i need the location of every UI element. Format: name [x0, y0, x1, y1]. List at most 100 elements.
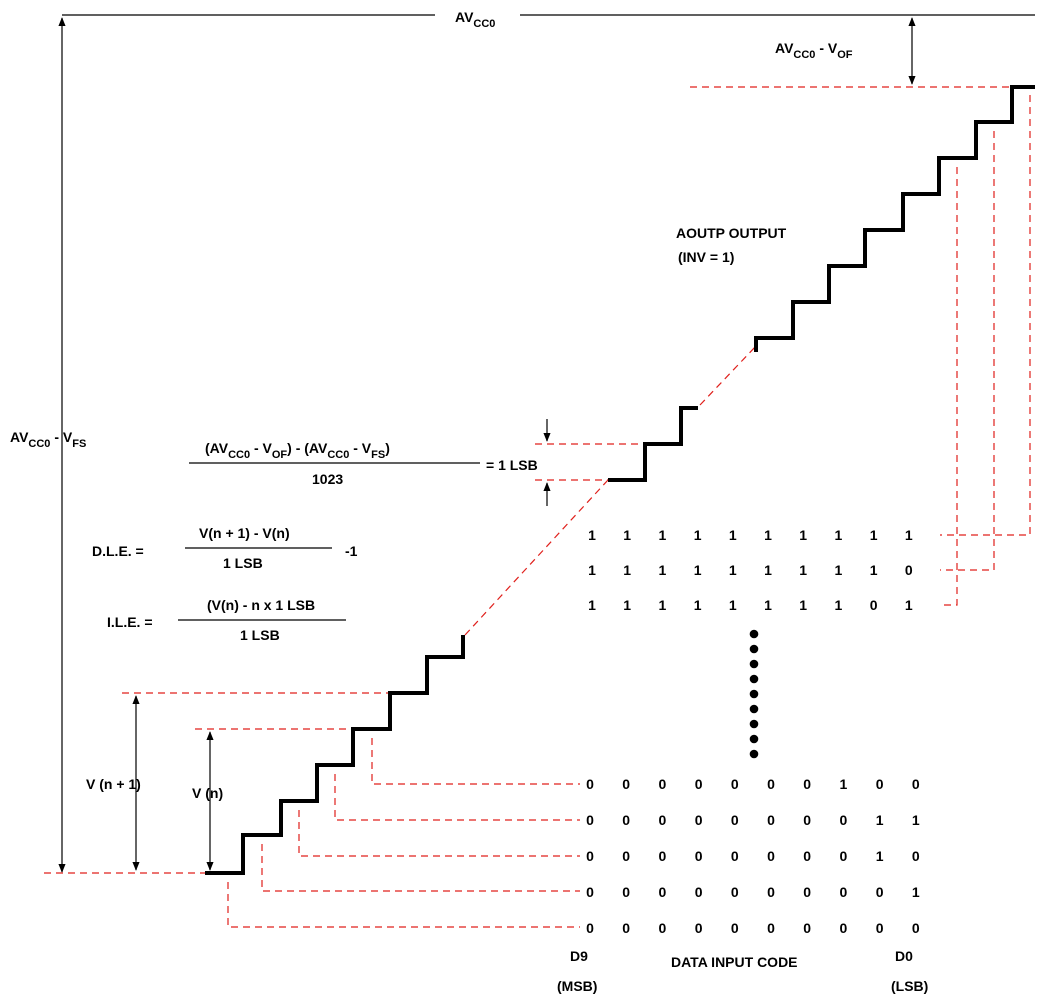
code-bit: 0: [731, 884, 739, 900]
code-bit: 0: [912, 920, 920, 936]
data-input-code-label: DATA INPUT CODE: [671, 954, 798, 970]
code-bit: 1: [799, 562, 807, 578]
code-bit: 1: [694, 527, 702, 543]
code-bit: 0: [695, 848, 703, 864]
code-bit: 1: [659, 562, 667, 578]
code-bit: 1: [870, 562, 878, 578]
code-bit: 0: [659, 776, 667, 792]
code-bit: 0: [586, 848, 594, 864]
code-bit: 0: [840, 812, 848, 828]
code-bit: 0: [659, 920, 667, 936]
code-bit: 1: [912, 812, 920, 828]
code-connector-bottom-row-2: [334, 774, 580, 821]
code-bit: 0: [659, 884, 667, 900]
code-bit: 1: [623, 597, 631, 613]
d0-label: D0: [895, 948, 913, 964]
code-bit: 1: [729, 527, 737, 543]
avcc0-vof-label: AVCC0 - VOF: [775, 40, 853, 61]
code-connector-bottom-row-5: [227, 882, 580, 928]
code-bit: 0: [870, 597, 878, 613]
code-bit: 1: [588, 562, 596, 578]
code-bit: 1: [623, 527, 631, 543]
code-bit: 1: [835, 527, 843, 543]
data-input-codes-top: 1 1 1 1 1 1 1 1 1 1 1 1 1 1 1 1 1 1 1 0 1 1 1 1 1 1 1 1 0 1: [588, 527, 913, 613]
code-bit: 0: [695, 884, 703, 900]
code-bit: 0: [622, 920, 630, 936]
code-bit: 0: [659, 812, 667, 828]
v-n-label: V (n): [192, 785, 223, 801]
code-bit: 1: [799, 597, 807, 613]
code-bit: 0: [767, 812, 775, 828]
code-bit: 0: [840, 920, 848, 936]
code-bit: 0: [695, 776, 703, 792]
code-bit: 0: [586, 812, 594, 828]
code-bit: 0: [876, 884, 884, 900]
code-bit: 0: [622, 812, 630, 828]
code-bit: 0: [586, 884, 594, 900]
code-bit: 0: [803, 920, 811, 936]
ile-numerator: (V(n) - n x 1 LSB: [207, 597, 315, 613]
code-bit: 0: [695, 812, 703, 828]
code-bit: 0: [622, 776, 630, 792]
code-bit: 0: [912, 776, 920, 792]
code-bit: 0: [912, 848, 920, 864]
staircase-output-lower: [205, 635, 465, 875]
code-connector-top-row-1: [940, 95, 1031, 536]
code-bit: 1: [764, 597, 772, 613]
code-bit: 0: [840, 884, 848, 900]
code-bit: 0: [586, 920, 594, 936]
code-bit: 1: [694, 597, 702, 613]
dle-lhs: D.L.E. =: [92, 543, 144, 559]
code-bit: 1: [905, 597, 913, 613]
code-bit: 1: [799, 527, 807, 543]
code-bit: 0: [840, 848, 848, 864]
code-bit: 0: [905, 562, 913, 578]
ile-denominator: 1 LSB: [240, 627, 280, 643]
code-connector-bottom-row-4: [261, 844, 580, 892]
code-connector-bottom-row-3: [298, 810, 580, 857]
code-bit: 0: [876, 776, 884, 792]
code-bit: 0: [622, 848, 630, 864]
staircase-output-middle: [608, 406, 698, 482]
code-bit: 0: [803, 812, 811, 828]
code-bit: 1: [905, 527, 913, 543]
code-bit: 1: [694, 562, 702, 578]
code-bit: 0: [767, 884, 775, 900]
code-bit: 1: [764, 562, 772, 578]
aoutp-inv-label: (INV = 1): [678, 249, 734, 265]
ile-lhs: I.L.E. =: [107, 614, 153, 630]
code-bit: 0: [695, 920, 703, 936]
code-bit: 0: [876, 920, 884, 936]
code-bit: 0: [659, 848, 667, 864]
lsb-formula-denominator: 1023: [312, 471, 343, 487]
code-connector-bottom-row-1: [371, 738, 580, 785]
v-n-plus-1-label: V (n + 1): [86, 776, 141, 792]
dle-tail: -1: [345, 543, 358, 559]
code-bit: 1: [659, 597, 667, 613]
dle-denominator: 1 LSB: [223, 555, 263, 571]
code-connector-top-row-3: [940, 167, 958, 606]
code-connector-top-row-2: [940, 131, 995, 571]
code-bit: 1: [876, 812, 884, 828]
code-bit: 0: [731, 812, 739, 828]
code-bit: 0: [731, 776, 739, 792]
aoutp-output-label: AOUTP OUTPUT: [676, 225, 787, 241]
code-bit: 1: [835, 597, 843, 613]
code-bit: 1: [623, 562, 631, 578]
d9-label: D9: [570, 948, 588, 964]
code-bit: 1: [764, 527, 772, 543]
code-bit: 0: [803, 848, 811, 864]
code-bit: 1: [870, 527, 878, 543]
code-bit: 1: [729, 562, 737, 578]
data-input-codes-bottom: 0 0 0 0 0 0 0 1 0 0 0 0 0 0 0 0 0 0 1 1 0 0 0 0 0 0 0 0 1 0 0 0 0 0 0 0 0 0 0 1…: [586, 776, 920, 936]
avcc0-label: AVCC0: [455, 9, 495, 30]
msb-label: (MSB): [557, 978, 597, 994]
lsb-label: (LSB): [891, 978, 928, 994]
code-bit: 1: [588, 597, 596, 613]
code-bit: 0: [731, 920, 739, 936]
code-bit: 1: [835, 562, 843, 578]
code-bit: 1: [659, 527, 667, 543]
code-bit: 0: [803, 884, 811, 900]
lsb-formula-result: = 1 LSB: [486, 457, 538, 473]
code-bit: 0: [731, 848, 739, 864]
